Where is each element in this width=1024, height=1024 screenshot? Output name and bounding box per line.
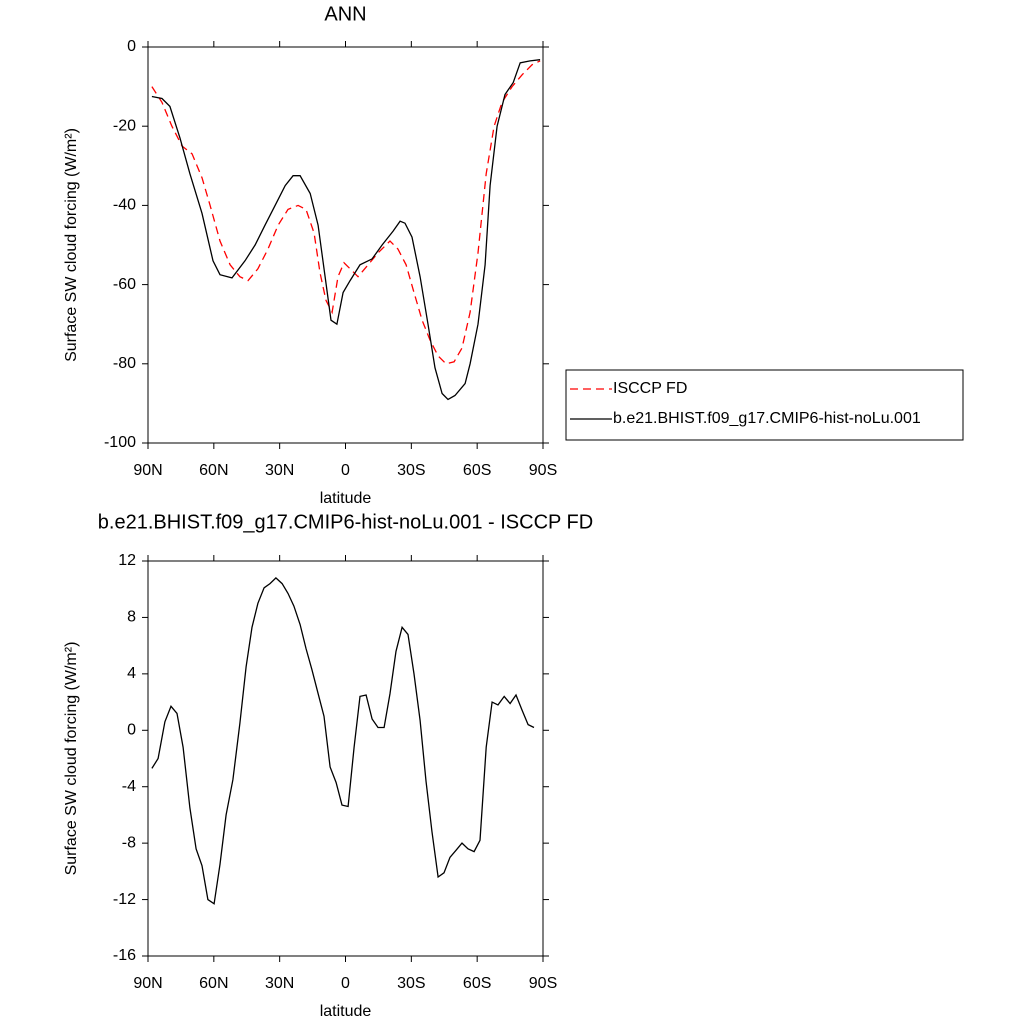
x-tick-label: 30N [265,462,294,479]
y-tick-label: -8 [122,834,136,851]
plot-frame [147,46,544,444]
x-tick-label: 60S [463,975,491,992]
y-tick-label: -20 [113,117,136,134]
x-tick-label: 0 [341,462,350,479]
y-axis-label: Surface SW cloud forcing (W/m²) [63,128,80,362]
x-tick-label: 90N [133,462,162,479]
series-line [151,577,535,905]
legend-box [565,369,964,441]
y-tick-label: -40 [113,197,136,214]
x-tick-label: 60N [199,462,228,479]
chart-title: b.e21.BHIST.f09_g17.CMIP6-hist-noLu.001 … [98,511,593,533]
x-tick-label: 0 [341,975,350,992]
y-tick-label: -80 [113,355,136,372]
y-tick-label: 0 [127,38,136,55]
y-tick-label: 12 [118,552,136,569]
x-tick-label: 60N [199,975,228,992]
y-tick-label: -16 [113,947,136,964]
y-tick-label: -60 [113,276,136,293]
chart-title: ANN [324,3,366,25]
x-tick-label: 90S [529,462,557,479]
series-line [151,60,541,365]
legend-label: b.e21.BHIST.f09_g17.CMIP6-hist-noLu.001 [613,410,921,427]
y-axis-label: Surface SW cloud forcing (W/m²) [63,642,80,876]
x-tick-label: 30S [397,462,425,479]
x-axis-label: latitude [320,490,372,507]
series-line [151,59,541,401]
y-tick-label: 8 [127,609,136,626]
x-tick-label: 30S [397,975,425,992]
y-tick-label: 0 [127,722,136,739]
x-tick-label: 90S [529,975,557,992]
legend-label: ISCCP FD [613,380,687,397]
y-tick-label: -4 [122,778,136,795]
x-tick-label: 90N [133,975,162,992]
y-tick-label: -100 [104,434,136,451]
y-tick-label: -12 [113,891,136,908]
x-axis-label: latitude [320,1003,372,1020]
x-tick-label: 60S [463,462,491,479]
x-tick-label: 30N [265,975,294,992]
y-tick-label: 4 [127,665,136,682]
